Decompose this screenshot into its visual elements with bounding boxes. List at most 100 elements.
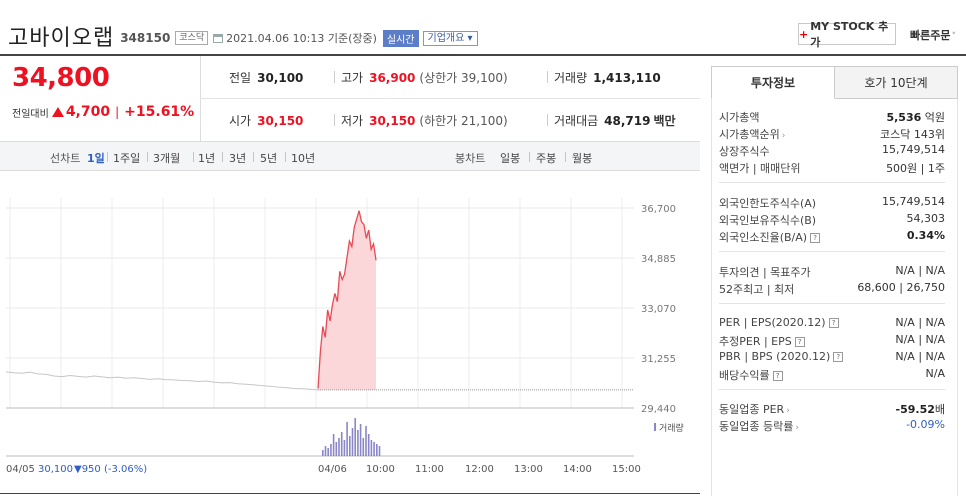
help-icon[interactable]: ? — [828, 318, 839, 328]
prev-close-value: 30,100 — [257, 71, 304, 85]
listed-shares-label: 상장주식수 — [719, 145, 770, 158]
change-percent: +15.61% — [124, 104, 195, 120]
period-1w[interactable]: 1주일 — [113, 152, 141, 165]
divider — [719, 182, 945, 183]
plus-icon: + — [799, 27, 809, 41]
divider — [147, 152, 148, 162]
volume-bar — [351, 428, 354, 456]
pbr-bps-value: N/A | N/A — [895, 350, 945, 363]
help-icon[interactable]: ? — [772, 371, 783, 381]
candle-monthly[interactable]: 월봉 — [572, 152, 593, 165]
market-badge: 코스닥 — [175, 31, 209, 45]
par-value-value: 500원 | 1주 — [886, 162, 945, 175]
quick-order-label: 빠른주문 — [910, 29, 951, 42]
listed-shares-value: 15,749,514 — [882, 143, 945, 156]
help-icon[interactable]: ? — [794, 337, 805, 347]
timestamp: 2021.04.06 10:13 기준(장중) — [226, 32, 377, 45]
target-price-row: 투자의견 | 목표주가 N/A | N/A — [719, 264, 945, 280]
today-line — [317, 210, 377, 389]
period-10y[interactable]: 10년 — [291, 152, 316, 165]
sector-per-value: -59.52 — [895, 403, 935, 416]
par-value-label: 액면가 | 매매단위 — [719, 162, 801, 175]
company-overview-dropdown[interactable]: 기업개요 ▾ — [422, 30, 478, 46]
target-price-value: N/A | N/A — [895, 264, 945, 277]
listed-shares-row: 상장주식수 15,749,514 — [719, 143, 945, 159]
market-cap-row: 시가총액 5,536 억원 — [719, 109, 945, 125]
sector-change-row[interactable]: 동일업종 등락률 › -0.09% — [719, 418, 945, 434]
y-tick-label: 34,885 — [641, 254, 676, 265]
x-tick-label: 14:00 — [563, 464, 592, 475]
period-1y[interactable]: 1년 — [198, 152, 216, 165]
foreign-holding-value: 54,303 — [906, 212, 946, 225]
foreign-holding-label: 외국인보유주식수(B) — [719, 214, 817, 227]
foreign-ratio-value: 0.34% — [906, 229, 945, 242]
open-price: 시가 30,150 — [229, 112, 303, 129]
trade-value-amount: 48,719 — [604, 114, 651, 128]
per-eps-row: PER | EPS(2020.12)? N/A | N/A — [719, 316, 945, 329]
divider — [547, 114, 548, 126]
sector-per-unit: 배 — [934, 403, 945, 416]
divider — [334, 71, 335, 83]
chart-period-bar: 선차트 1일 1주일 3개월 1년 3년 5년 10년 봉차트 일봉 주봉 월봉 — [0, 141, 700, 171]
quick-order-button[interactable]: 빠른주문˅ — [910, 27, 956, 43]
divider — [529, 152, 530, 162]
price-chart-svg[interactable]: 36,700 34,885 33,070 31,255 29,440 거래량 04/05 30… — [0, 172, 700, 492]
divider — [193, 152, 194, 162]
volume-bar — [378, 446, 381, 456]
help-icon[interactable]: ? — [810, 233, 821, 243]
add-mystock-label: MY STOCK 추가 — [810, 20, 889, 49]
up-triangle-icon — [51, 107, 64, 117]
sector-change-value: -0.09% — [906, 418, 945, 431]
price-chart[interactable]: 36,700 34,885 33,070 31,255 29,440 거래량 04/05 30… — [0, 172, 700, 492]
52week-label: 52주최고 | 최저 — [719, 283, 795, 296]
chevron-down-icon: ▾ — [467, 32, 473, 44]
foreign-holding-row: 외국인보유주식수(B) 54,303 — [719, 212, 945, 228]
high-value: 36,900 — [369, 71, 416, 85]
low-value: 30,150 — [369, 114, 416, 128]
divider — [285, 152, 286, 162]
period-1d[interactable]: 1일 — [87, 152, 105, 165]
change-row: 전일대비 4,700 | +15.61% — [12, 104, 194, 120]
divider — [253, 152, 254, 162]
volume-bar — [343, 440, 346, 456]
today-area — [318, 210, 376, 390]
candle-weekly[interactable]: 주봉 — [536, 152, 557, 165]
volume: 거래량 1,413,110 — [554, 69, 661, 86]
volume-bar — [327, 448, 329, 456]
candle-daily[interactable]: 일봉 — [500, 152, 521, 165]
market-cap-label: 시가총액 — [719, 111, 760, 124]
y-tick-label: 33,070 — [641, 304, 676, 315]
low-label: 저가 — [341, 114, 364, 128]
volume-bar — [338, 438, 340, 456]
divider — [222, 152, 223, 162]
y-tick-label: 36,700 — [641, 204, 676, 215]
realtime-button[interactable]: 실시간 — [382, 29, 419, 47]
chart-bottom-divider — [0, 493, 700, 494]
open-value: 30,150 — [257, 114, 304, 128]
period-5y[interactable]: 5년 — [260, 152, 278, 165]
market-cap-rank-row[interactable]: 시가총액순위 › 코스닥 143위 — [719, 126, 945, 142]
sector-per-row[interactable]: 동일업종 PER › -59.52배 — [719, 401, 945, 417]
trade-value: 거래대금 48,719 백만 — [554, 112, 676, 129]
stock-header: 고바이오랩 348150 코스닥 2021.04.06 10:13 기준(장중)… — [0, 0, 966, 54]
trade-value-label: 거래대금 — [554, 114, 599, 128]
add-mystock-button[interactable]: + MY STOCK 추가 — [798, 20, 896, 49]
foreign-limit-row: 외국인한도주식수(A) 15,749,514 — [719, 195, 945, 211]
stock-code: 348150 — [120, 31, 171, 45]
target-price-label: 투자의견 | 목표주가 — [719, 266, 811, 279]
period-3m[interactable]: 3개월 — [153, 152, 181, 165]
volume-bar — [373, 442, 375, 456]
upper-limit-note: (상한가 39,100) — [419, 71, 508, 85]
high-label: 고가 — [341, 71, 364, 85]
volume-bar — [330, 444, 332, 456]
tab-investment-info[interactable]: 투자정보 — [711, 66, 835, 99]
market-cap-rank-value: 코스닥 143위 — [880, 128, 945, 141]
period-3y[interactable]: 3년 — [229, 152, 247, 165]
volume-bar — [349, 436, 351, 456]
header-divider — [0, 54, 966, 56]
help-icon[interactable]: ? — [833, 352, 844, 362]
52week-value: 68,600 | 26,750 — [857, 281, 945, 294]
est-per-eps-label: 추정PER | EPS — [719, 335, 792, 348]
tab-orderbook-10[interactable]: 호가 10단계 — [835, 66, 958, 99]
x-tick-label: 10:00 — [366, 464, 395, 475]
